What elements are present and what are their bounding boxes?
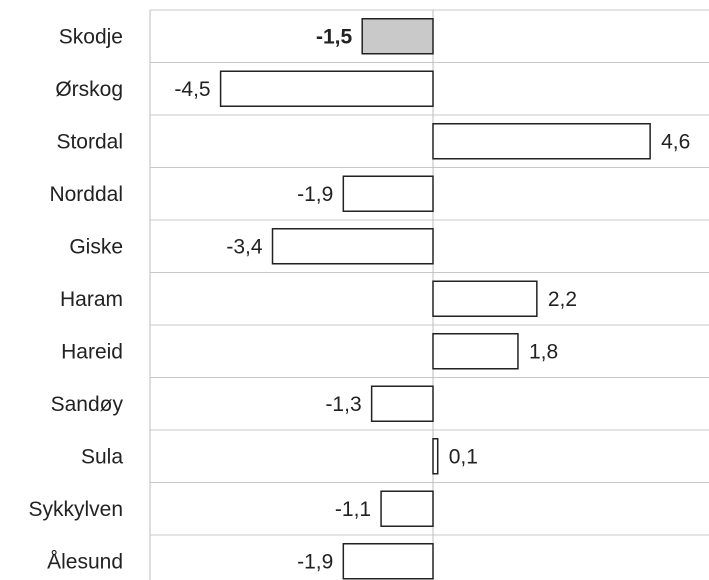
category-label: Ålesund bbox=[47, 550, 123, 573]
bar-Stordal bbox=[432, 123, 651, 160]
category-label: Giske bbox=[69, 235, 123, 258]
category-label: Skodje bbox=[59, 25, 123, 48]
category-labels: Skodje Ørskog Stordal Norddal Giske Haram Hare… bbox=[28, 25, 123, 573]
bar-Giske bbox=[271, 228, 434, 265]
value-label: -1,5 bbox=[316, 25, 353, 48]
value-label: 1,8 bbox=[529, 340, 558, 363]
value-labels: -1,5 -4,5 4,6 -1,9 -3,4 2,2 1,8 -1,3 0,1 -1,1 -1,9 bbox=[174, 25, 690, 573]
bar-Hareid bbox=[432, 333, 519, 370]
category-label: Norddal bbox=[49, 183, 123, 206]
bar-Ørskog bbox=[219, 70, 434, 107]
bar-Sandøy bbox=[370, 385, 434, 422]
category-label: Hareid bbox=[61, 340, 123, 363]
category-label: Haram bbox=[60, 288, 123, 311]
category-label: Stordal bbox=[56, 130, 123, 153]
value-label: 0,1 bbox=[449, 445, 478, 468]
category-label: Sykkylven bbox=[28, 498, 123, 521]
bar-Sykkylven bbox=[380, 490, 434, 527]
category-label: Sandøy bbox=[51, 393, 124, 416]
bar-Skodje bbox=[361, 18, 434, 55]
chart-bars bbox=[219, 18, 651, 580]
value-label: 4,6 bbox=[661, 130, 690, 153]
bar-Ålesund bbox=[342, 543, 434, 580]
value-label: -4,5 bbox=[174, 78, 210, 101]
value-label: -1,1 bbox=[335, 498, 371, 521]
category-label: Ørskog bbox=[55, 78, 123, 101]
bar-Haram bbox=[432, 280, 538, 317]
value-label: -1,3 bbox=[325, 393, 361, 416]
category-label: Sula bbox=[81, 445, 123, 468]
value-label: -1,9 bbox=[297, 550, 333, 573]
value-label: 2,2 bbox=[548, 288, 577, 311]
value-label: -3,4 bbox=[226, 235, 263, 258]
bar-Sula bbox=[432, 438, 439, 475]
value-label: -1,9 bbox=[297, 183, 333, 206]
bar-Norddal bbox=[342, 175, 434, 212]
